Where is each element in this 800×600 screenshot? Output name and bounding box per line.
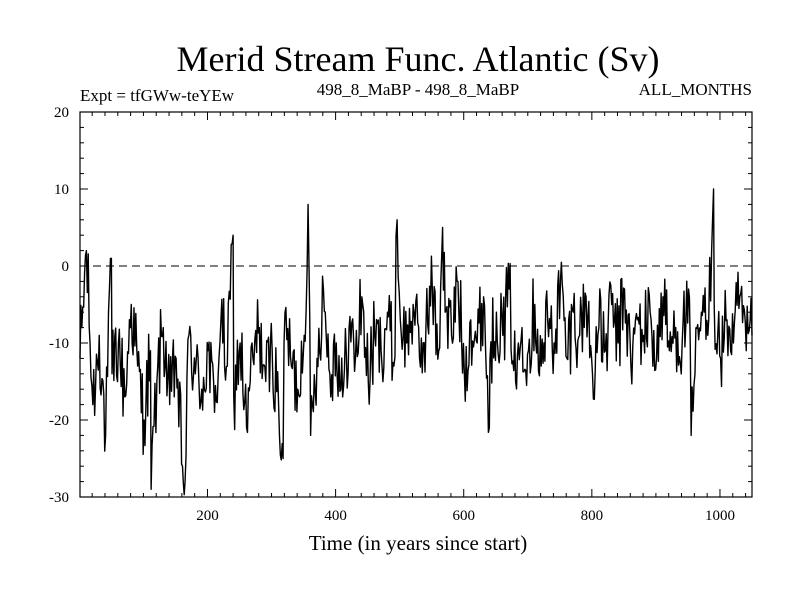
- x-tick-label: 600: [452, 508, 475, 524]
- y-tick-label: -10: [49, 336, 69, 352]
- x-tick-label: 200: [196, 508, 219, 524]
- experiment-label: Expt = tfGWw-teYEw: [80, 86, 235, 105]
- y-tick-label: 0: [62, 259, 70, 275]
- plot-frame: [79, 111, 753, 498]
- y-tick-label: 20: [54, 105, 69, 121]
- plot-area: [79, 188, 753, 496]
- x-tick-label: 1000: [705, 508, 735, 524]
- x-tick-label: 400: [324, 508, 347, 524]
- axes: -30 -20 -10 0 10 20 200 400 600 800 1000: [49, 105, 753, 524]
- series-line: [79, 188, 753, 496]
- y-tick-label: -30: [49, 490, 69, 506]
- x-axis-label: Time (in years since start): [309, 531, 528, 555]
- y-tick-label: 10: [54, 182, 69, 198]
- period-label: 498_8_MaBP - 498_8_MaBP: [317, 80, 519, 99]
- y-tick-label: -20: [49, 413, 69, 429]
- x-tick-label: 800: [581, 508, 604, 524]
- months-label: ALL_MONTHS: [639, 80, 752, 99]
- chart-title: Merid Stream Func. Atlantic (Sv): [177, 39, 660, 79]
